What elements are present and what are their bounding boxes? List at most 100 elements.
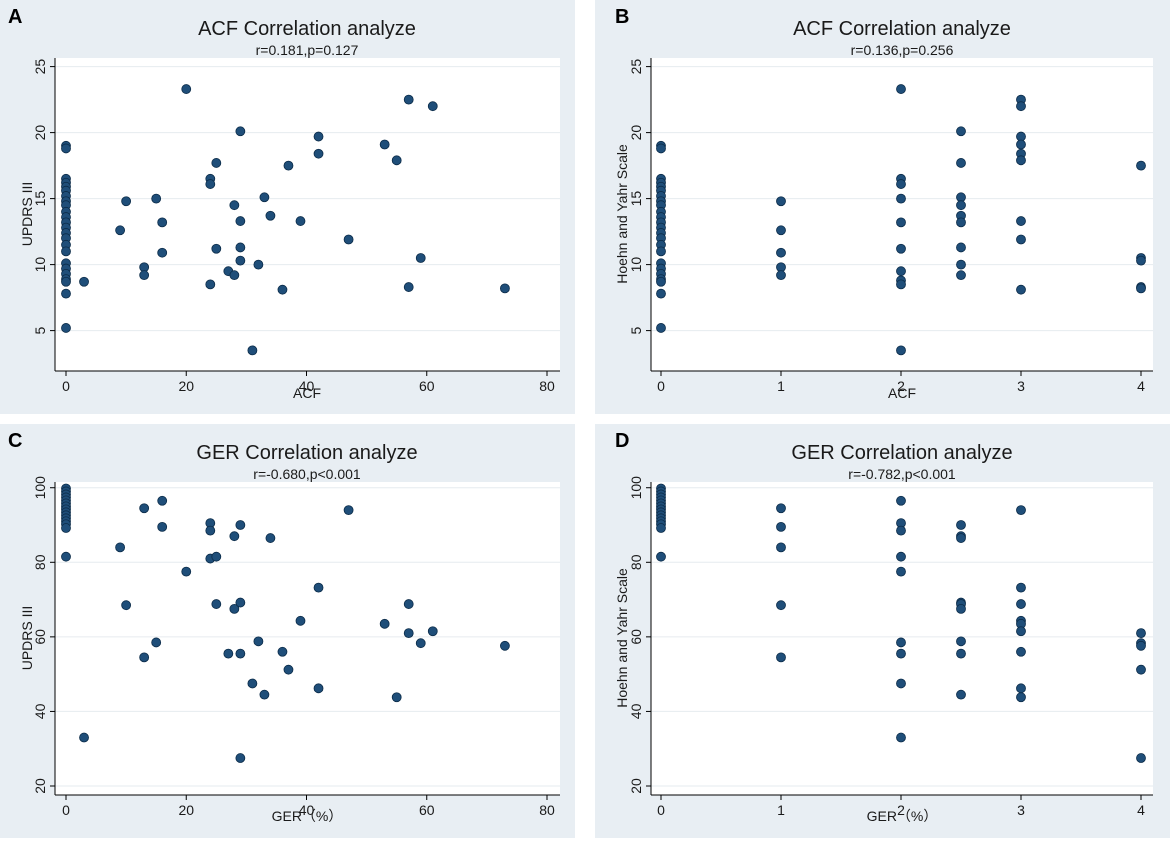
- data-point: [956, 200, 966, 211]
- y-tick-label: 25: [32, 59, 48, 75]
- data-point: [896, 193, 906, 204]
- data-point: [1136, 160, 1146, 171]
- data-point: [277, 284, 288, 295]
- data-point: [205, 179, 216, 189]
- data-point: [283, 664, 294, 675]
- data-point: [896, 648, 906, 659]
- data-point: [157, 247, 168, 258]
- data-point: [427, 626, 438, 637]
- data-point: [1136, 640, 1146, 651]
- data-point: [115, 225, 126, 236]
- data-point: [265, 210, 276, 221]
- data-point: [1136, 628, 1146, 639]
- data-point: [157, 521, 168, 532]
- chart-a: ACF Correlation analyze r=0.181,p=0.127 …: [19, 18, 560, 401]
- y-tick-label: 60: [628, 629, 644, 645]
- data-point: [956, 158, 966, 168]
- data-point: [379, 139, 390, 150]
- y-axis-label: Hoehn and Yahr Scale: [614, 144, 630, 284]
- y-tick-label: 100: [32, 476, 48, 500]
- panel-d: D GER Correlation analyze r=-0.782,p<0.0…: [595, 424, 1170, 838]
- panel-c: C GER Correlation analyze r=-0.680,p<0.0…: [0, 424, 575, 838]
- x-axis-label: ACF: [293, 385, 321, 401]
- data-point: [211, 158, 222, 168]
- x-tick-label: 40: [299, 378, 315, 394]
- data-point: [205, 525, 216, 536]
- data-point: [313, 148, 324, 159]
- data-point: [79, 276, 89, 287]
- data-point: [956, 126, 966, 137]
- chart-subtitle: r=-0.680,p<0.001: [253, 466, 361, 482]
- data-point: [896, 525, 906, 536]
- data-point: [896, 217, 906, 228]
- data-point: [956, 217, 966, 228]
- data-point: [229, 200, 240, 211]
- chart-title: GER Correlation analyze: [196, 442, 417, 464]
- data-point: [139, 270, 150, 281]
- y-tick-label: 80: [628, 554, 644, 570]
- data-point: [896, 732, 906, 743]
- y-tick-label: 25: [628, 59, 644, 75]
- y-tick-label: 100: [628, 476, 644, 500]
- data-point: [776, 196, 786, 207]
- data-point: [61, 288, 71, 299]
- data-point: [1136, 664, 1146, 675]
- data-point: [235, 520, 246, 530]
- data-point: [1016, 582, 1026, 593]
- x-tick-label: 0: [62, 378, 70, 394]
- data-point: [211, 551, 222, 562]
- data-point: [956, 533, 966, 543]
- data-point: [253, 636, 264, 647]
- data-point: [415, 253, 426, 263]
- panel-label-c: C: [8, 430, 23, 452]
- data-point: [896, 566, 906, 577]
- data-point: [1136, 283, 1146, 294]
- data-point: [896, 84, 906, 94]
- data-point: [235, 753, 246, 763]
- x-tick-label: 40: [299, 802, 315, 818]
- data-point: [403, 282, 414, 292]
- data-point: [229, 531, 240, 542]
- data-point: [247, 678, 258, 689]
- chart-title: GER Correlation analyze: [791, 442, 1012, 464]
- x-tick-label: 3: [1017, 802, 1025, 818]
- data-point: [403, 628, 414, 639]
- data-point: [235, 597, 246, 608]
- data-point: [776, 270, 786, 281]
- x-tick-label: 80: [539, 802, 555, 818]
- panel-a: A ACF Correlation analyze r=0.181,p=0.12…: [0, 0, 575, 414]
- plot-area: [55, 58, 560, 371]
- x-tick-label: 1: [777, 802, 785, 818]
- data-point: [1016, 626, 1026, 637]
- data-point: [656, 323, 666, 333]
- data-point: [157, 495, 168, 506]
- x-tick-label: 2: [897, 802, 905, 818]
- data-point: [956, 270, 966, 281]
- data-point: [61, 523, 71, 533]
- data-point: [235, 216, 246, 226]
- chart-title: ACF Correlation analyze: [198, 18, 416, 40]
- data-point: [61, 551, 71, 562]
- y-tick-label: 5: [32, 326, 48, 334]
- data-point: [1016, 599, 1026, 609]
- data-point: [1016, 683, 1026, 694]
- data-point: [313, 683, 324, 694]
- y-tick-label: 20: [628, 125, 644, 141]
- x-tick-label: 0: [657, 802, 665, 818]
- data-point: [235, 255, 246, 266]
- data-point: [1016, 234, 1026, 245]
- data-point: [391, 155, 402, 166]
- data-point: [956, 648, 966, 659]
- y-tick-label: 10: [628, 257, 644, 273]
- y-tick-label: 15: [628, 191, 644, 207]
- data-point: [956, 636, 966, 647]
- data-point: [896, 495, 906, 506]
- chart-b: ACF Correlation analyze r=0.136,p=0.256 …: [614, 18, 1153, 401]
- y-axis-label: Hoehn and Yahr Scale: [614, 568, 630, 708]
- data-point: [235, 648, 246, 659]
- data-point: [157, 217, 168, 228]
- data-point: [1136, 255, 1146, 266]
- data-point: [181, 84, 192, 94]
- data-point: [61, 143, 71, 154]
- data-point: [403, 94, 414, 105]
